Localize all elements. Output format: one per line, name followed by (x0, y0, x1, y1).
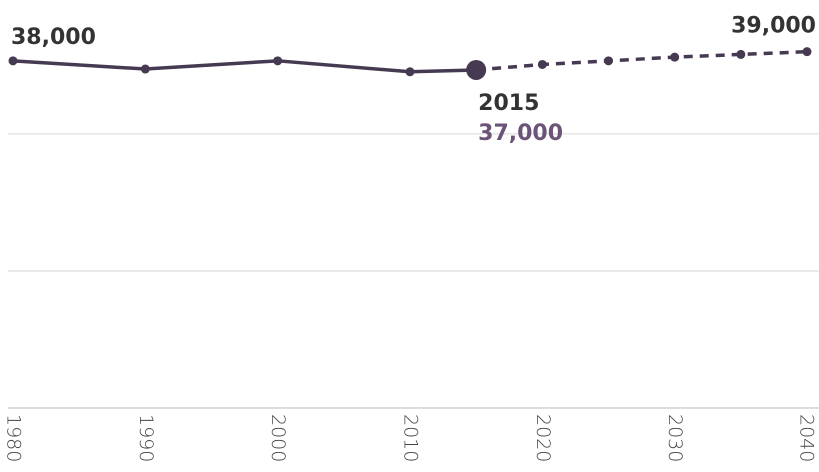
point (140, 64, 150, 74)
point (273, 56, 283, 66)
highlight-point (466, 59, 487, 80)
point (670, 52, 680, 62)
value-label: 37,000 (478, 121, 563, 146)
point (537, 59, 547, 69)
point (736, 49, 746, 59)
x-tick-label: 2020 (532, 414, 554, 462)
x-tick-label: 1980 (3, 414, 25, 462)
line (476, 49, 808, 72)
x-tick-label: 2010 (400, 414, 422, 462)
x-tick-label: 2030 (664, 414, 686, 462)
value-label: 39,000 (731, 14, 816, 39)
point (604, 56, 613, 66)
value-label: 38,000 (11, 25, 96, 50)
point (8, 56, 18, 66)
point (405, 67, 415, 77)
highlight-year: 2015 (478, 91, 539, 116)
x-tick-label: 2040 (796, 414, 818, 462)
point (802, 47, 812, 57)
x-tick-label: 1990 (135, 414, 157, 462)
x-tick-label: 2000 (267, 414, 289, 462)
